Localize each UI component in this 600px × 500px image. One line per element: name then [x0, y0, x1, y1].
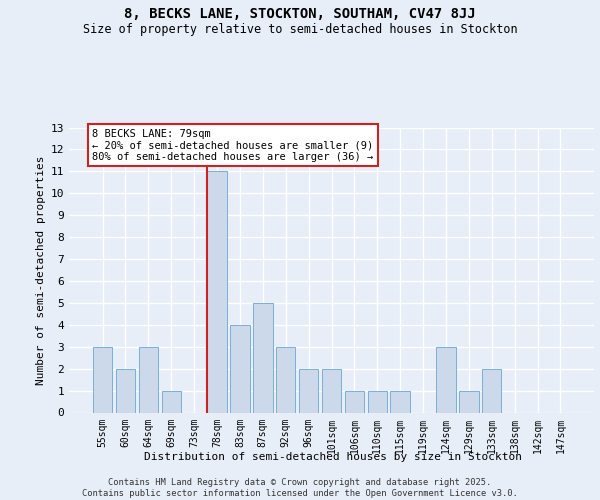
- Bar: [139, 346, 158, 412]
- Bar: [436, 346, 455, 412]
- Text: Size of property relative to semi-detached houses in Stockton: Size of property relative to semi-detach…: [83, 22, 517, 36]
- Text: 8 BECKS LANE: 79sqm
← 20% of semi-detached houses are smaller (9)
80% of semi-de: 8 BECKS LANE: 79sqm ← 20% of semi-detach…: [92, 128, 374, 162]
- Bar: [299, 368, 319, 412]
- Bar: [459, 390, 479, 412]
- Bar: [93, 346, 112, 412]
- Bar: [116, 368, 135, 412]
- Bar: [344, 390, 364, 412]
- Text: Contains HM Land Registry data © Crown copyright and database right 2025.
Contai: Contains HM Land Registry data © Crown c…: [82, 478, 518, 498]
- Bar: [482, 368, 502, 412]
- Bar: [391, 390, 410, 412]
- Text: 8, BECKS LANE, STOCKTON, SOUTHAM, CV47 8JJ: 8, BECKS LANE, STOCKTON, SOUTHAM, CV47 8…: [124, 8, 476, 22]
- Bar: [276, 346, 295, 412]
- Bar: [368, 390, 387, 412]
- Y-axis label: Number of semi-detached properties: Number of semi-detached properties: [37, 155, 46, 385]
- Bar: [230, 325, 250, 412]
- Bar: [161, 390, 181, 412]
- Text: Distribution of semi-detached houses by size in Stockton: Distribution of semi-detached houses by …: [144, 452, 522, 462]
- Bar: [253, 303, 272, 412]
- Bar: [322, 368, 341, 412]
- Bar: [208, 172, 227, 412]
